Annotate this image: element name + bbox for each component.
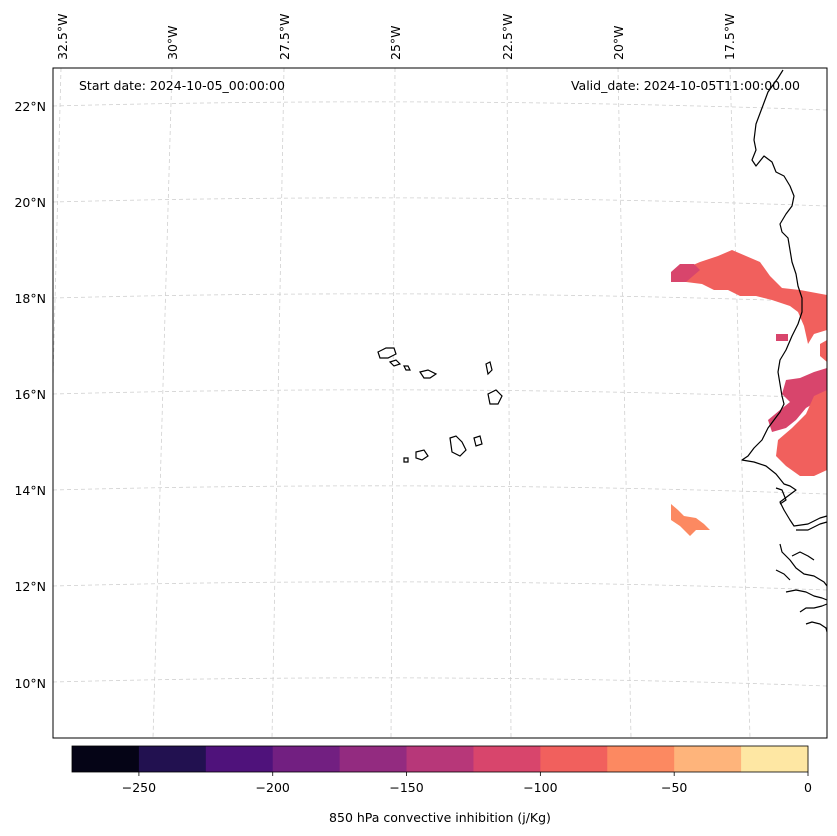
cin-region-north xyxy=(686,250,827,344)
cin-region-central xyxy=(768,368,827,432)
island-santa-luzia xyxy=(403,365,411,371)
africa-coast xyxy=(741,69,828,633)
valid-date-text: Valid_date: 2024-10-05T11:00:00.00 xyxy=(571,78,800,93)
colorbar-tick-label: 0 xyxy=(804,780,812,795)
lat-label-20n: 20°N xyxy=(14,195,46,210)
colorbar-swatch-8 xyxy=(607,746,675,772)
colorbar-tick-label: −50 xyxy=(661,780,687,795)
colorbar-swatch-0 xyxy=(72,746,140,772)
lon-label-22-5w: 22.5°W xyxy=(500,14,515,60)
colorbar-border xyxy=(71,745,809,773)
cape-verde-islands xyxy=(377,347,503,463)
colorbar-swatch-10 xyxy=(741,746,809,772)
longitude-labels: 32.5°W 30°W 27.5°W 25°W 22.5°W 20°W 17.5… xyxy=(55,14,737,60)
coast-detail-1 xyxy=(775,487,787,505)
parallel-10n xyxy=(52,677,828,687)
parallel-20n xyxy=(52,197,828,207)
parallel-12n xyxy=(52,581,828,591)
colorbar-tick-label: −100 xyxy=(523,780,557,795)
island-sal xyxy=(485,361,493,376)
cin-region-east-edge xyxy=(820,340,827,362)
cin-region-north-small xyxy=(776,334,788,341)
parallel-16n xyxy=(52,389,828,399)
colorbar-swatch-6 xyxy=(473,746,541,772)
island-sao-vicente xyxy=(388,359,402,367)
lat-label-22n: 22°N xyxy=(14,99,46,114)
island-maio xyxy=(473,435,483,447)
colorbar: −250 −200 −150 −100 −50 0 850 hPa convective … xyxy=(71,745,812,825)
parallel-22n xyxy=(52,101,828,111)
colorbar-swatches xyxy=(72,746,809,772)
cin-region-southwest xyxy=(671,504,710,536)
colorbar-swatch-2 xyxy=(205,746,274,772)
map-border xyxy=(52,67,828,739)
lat-label-18n: 18°N xyxy=(14,291,46,306)
colorbar-ticks: −250 −200 −150 −100 −50 0 xyxy=(122,772,812,795)
lat-label-12n: 12°N xyxy=(14,579,46,594)
lon-label-25w: 25°W xyxy=(388,25,403,60)
map-area xyxy=(53,68,827,738)
coastline xyxy=(741,69,828,633)
colorbar-swatch-1 xyxy=(138,746,207,772)
lon-label-30w: 30°W xyxy=(165,25,180,60)
lat-label-14n: 14°N xyxy=(14,483,46,498)
island-boa-vista xyxy=(487,389,503,405)
lon-label-32-5w: 32.5°W xyxy=(55,14,70,60)
island-sao-nicolau xyxy=(419,369,438,379)
parallel-18n xyxy=(52,293,828,303)
colorbar-label: 850 hPa convective inhibition (j/Kg) xyxy=(329,810,551,825)
latitude-labels: 22°N 20°N 18°N 16°N 14°N 12°N 10°N xyxy=(14,99,46,691)
colorbar-swatch-7 xyxy=(540,746,608,772)
colorbar-swatch-4 xyxy=(339,746,408,772)
colorbar-tick-label: −150 xyxy=(389,780,423,795)
parallel-14n xyxy=(52,485,828,495)
coast-detail-3 xyxy=(775,569,791,581)
colorbar-tick-label: −200 xyxy=(256,780,290,795)
meridian-32-5w xyxy=(52,67,62,381)
colorbar-tick-label: −250 xyxy=(122,780,156,795)
cin-region-south xyxy=(776,390,827,476)
cin-region-north-edge xyxy=(671,264,700,282)
start-date-text: Start date: 2024-10-05_00:00:00 xyxy=(79,78,285,93)
colorbar-swatch-3 xyxy=(272,746,341,772)
island-brava xyxy=(403,457,409,463)
island-santiago xyxy=(449,435,467,457)
lon-label-20w: 20°W xyxy=(611,25,626,60)
lon-label-17-5w: 17.5°W xyxy=(722,14,737,60)
coast-detail-2 xyxy=(791,551,815,561)
lat-label-16n: 16°N xyxy=(14,387,46,402)
graticule xyxy=(52,67,828,739)
island-santo-antao xyxy=(377,347,397,359)
island-fogo xyxy=(415,449,429,461)
lat-label-10n: 10°N xyxy=(14,676,46,691)
cin-field xyxy=(671,250,827,536)
colorbar-swatch-5 xyxy=(406,746,474,772)
colorbar-swatch-9 xyxy=(674,746,742,772)
lon-label-27-5w: 27.5°W xyxy=(277,14,292,60)
